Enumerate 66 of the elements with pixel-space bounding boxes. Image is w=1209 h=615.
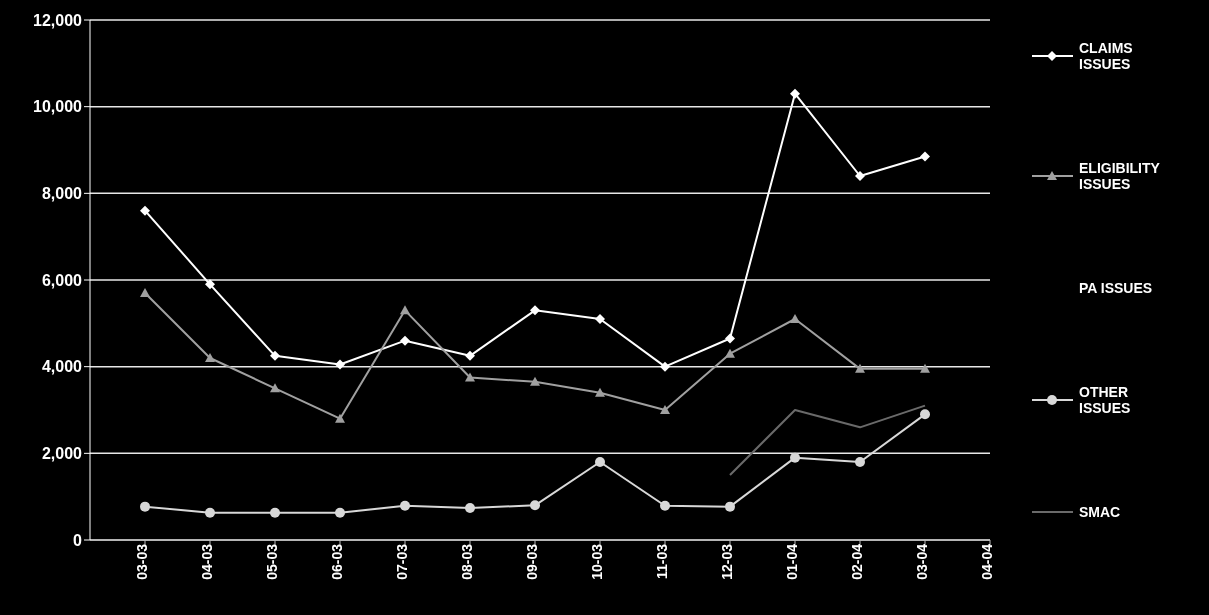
point [140,288,150,297]
point [595,314,605,324]
point [205,353,215,362]
y-tick-label: 8,000 [41,185,83,203]
legend-label: CLAIMS ISSUES [1079,40,1134,72]
x-tick-label: 08-03 [458,543,475,580]
x-tick-label: 06-03 [328,543,345,580]
point [270,350,280,361]
point [465,372,475,382]
point [465,350,475,361]
point [920,363,930,373]
point [920,409,930,420]
x-tick-label: 04-03 [198,543,215,580]
point [725,333,735,344]
x-tick-label: 03-03 [133,543,150,580]
legend-label: SMAC [1079,504,1122,520]
point [595,457,605,467]
point [725,501,735,512]
point [660,405,670,414]
point [400,305,410,315]
point [725,348,735,358]
point [205,507,215,518]
y-tick-label: 0 [73,531,83,549]
line-series [729,404,926,476]
point [530,376,540,386]
point [855,171,865,181]
text: PA ISSUES [1079,280,1154,296]
x-tick-label: 05-03 [263,543,280,580]
x-tick-label: 03-04 [913,543,930,580]
x-tick-label: 07-03 [393,543,410,580]
y-tick-label: 4,000 [41,358,83,376]
point [790,88,800,99]
x-tick-label: 12-03 [718,543,735,580]
point [335,507,345,518]
point [140,205,150,216]
point [400,500,410,511]
legend-label: OTHER ISSUES [1079,384,1132,416]
x-tick-label: 01-04 [783,543,800,580]
x-tick-label: 09-03 [523,543,540,580]
point [140,501,150,512]
y-tick-label: 6,000 [41,271,83,289]
y-tick-label: 2,000 [41,445,83,463]
point [790,314,800,323]
point [530,305,540,316]
point [920,151,930,162]
point [660,500,670,511]
point [855,363,865,373]
y-tick-label: 12,000 [33,11,83,29]
y-tick-label: 10,000 [33,98,83,116]
point [855,457,865,467]
point [595,387,605,397]
point [270,507,280,518]
point [530,500,540,511]
x-tick-label: 11-03 [653,543,670,580]
point [335,359,345,370]
point [400,335,410,346]
point [465,502,475,513]
point [270,383,280,393]
x-tick-label: 02-04 [848,543,865,580]
point [205,279,215,290]
point [335,413,345,423]
x-tick-label: 04-04 [978,543,995,580]
x-tick-label: 10-03 [588,543,605,580]
point [660,361,670,372]
legend-label: ELIGIBILITY ISSUES [1079,160,1161,192]
point [790,452,800,463]
